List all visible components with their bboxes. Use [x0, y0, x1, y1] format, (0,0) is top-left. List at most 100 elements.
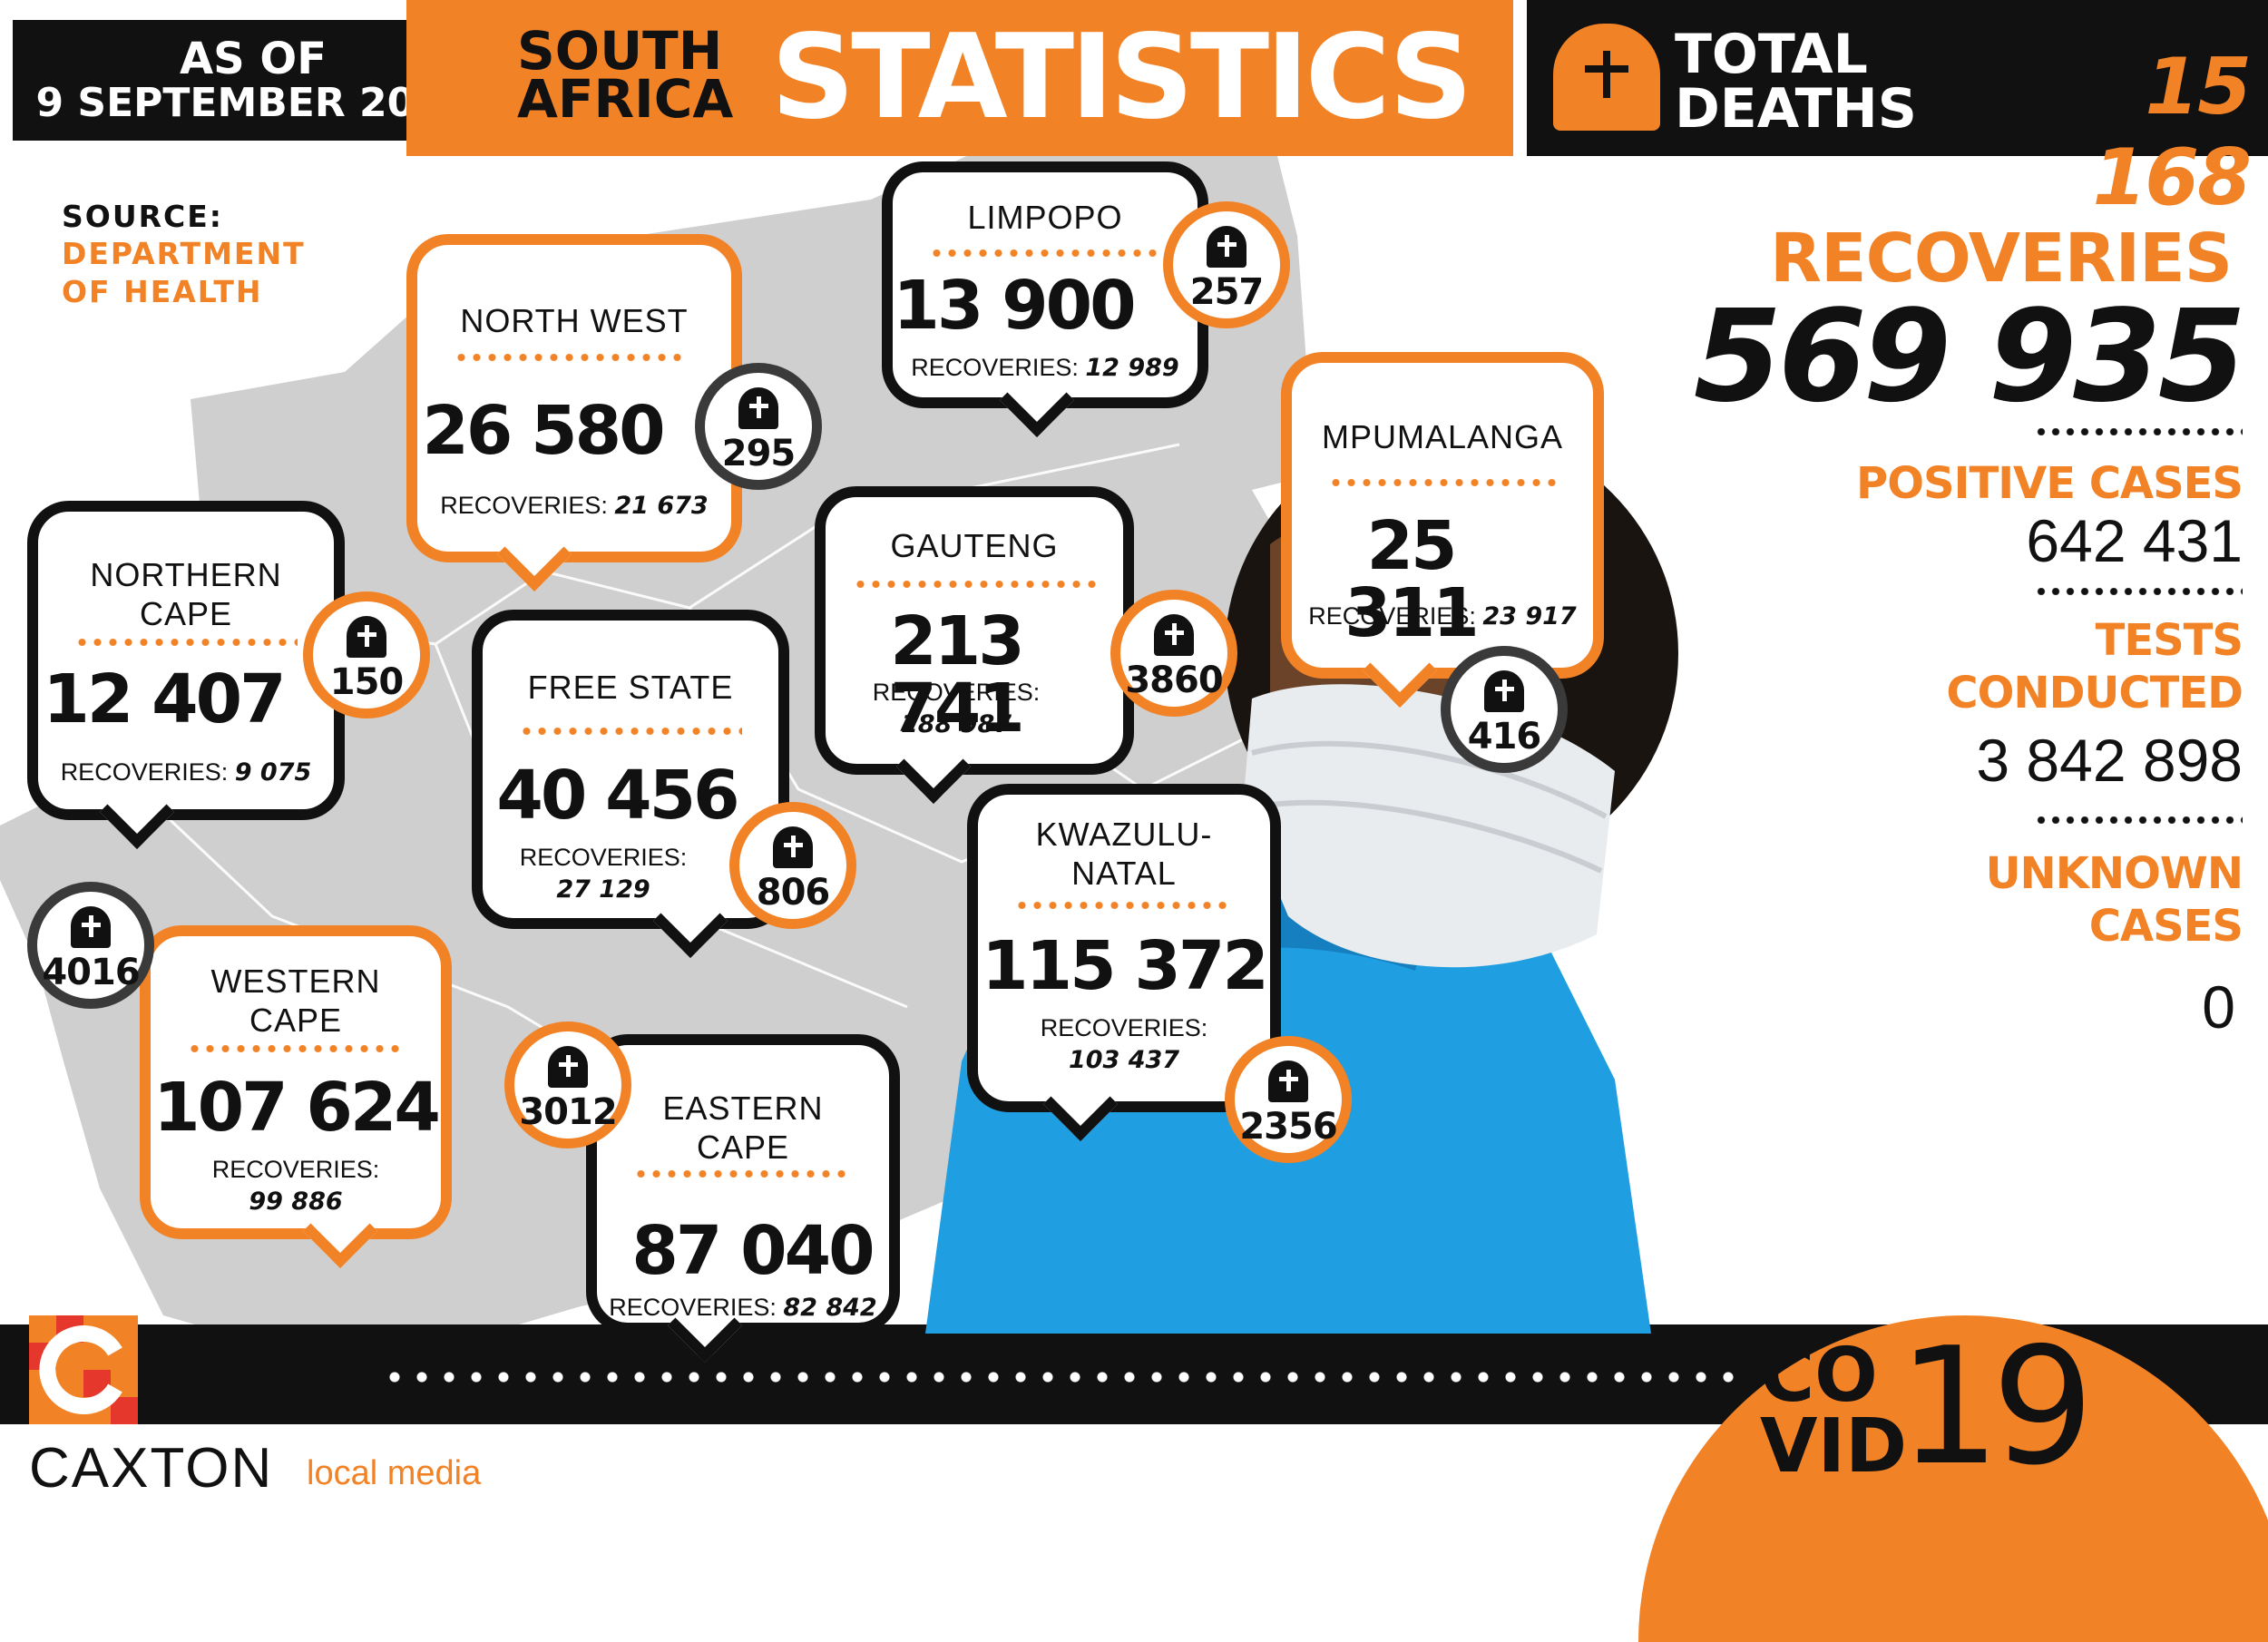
deaths-value: 416 — [1467, 716, 1542, 757]
province-cases: 12 407 — [43, 660, 286, 738]
province-bubble-kwazulu-natal: KWAZULU- NATAL 115 372 RECOVERIES: 103 4… — [967, 784, 1281, 1142]
divider-dots — [1328, 479, 1557, 486]
country-line1: SOUTH — [517, 20, 723, 82]
divider-dots — [2034, 428, 2243, 435]
tombstone-icon — [738, 387, 778, 429]
province-recoveries: RECOVERIES: 21 673 — [417, 490, 731, 522]
caxton-brand: CAXTON — [29, 1437, 274, 1500]
deaths-circle-limpopo: 257 — [1163, 201, 1290, 328]
province-name-line2: NATAL — [1071, 855, 1177, 893]
province-cases: 40 456 — [496, 757, 739, 835]
divider-dots — [633, 1170, 853, 1178]
covid-number: 19 — [1898, 1313, 2094, 1500]
recoveries-value: 188 987 — [900, 710, 1012, 739]
province-recoveries: RECOVERIES: 99 886 — [151, 1154, 441, 1217]
recoveries-label: RECOVERIES: — [60, 758, 229, 786]
deaths-value: 257 — [1189, 271, 1265, 313]
unknown-label-line2: CASES — [2088, 900, 2244, 952]
province-name: KWAZULU- NATAL — [978, 815, 1270, 893]
province-bubble-gauteng: GAUTENG 213 741 RECOVERIES: 188 987 — [815, 486, 1134, 805]
tombstone-icon — [1553, 24, 1660, 131]
province-recoveries: RECOVERIES: 188 987 — [826, 677, 1087, 740]
province-name-line1: WESTERN — [210, 963, 381, 1000]
positive-cases-label: POSITIVE CASES — [1856, 458, 2244, 509]
tombstone-icon — [71, 906, 111, 948]
province-name-line2: CAPE — [249, 1002, 343, 1040]
divider-dots — [929, 249, 1161, 257]
caxton-tagline: local media — [307, 1454, 482, 1492]
recoveries-label: RECOVERIES: — [519, 844, 688, 871]
covid-line2: VID — [1760, 1403, 1908, 1490]
province-name-line1: NORTHERN — [90, 556, 282, 593]
recoveries-label: RECOVERIES: — [872, 679, 1041, 706]
tests-label-line1: TESTS — [2095, 615, 2244, 666]
province-name: LIMPOPO — [967, 199, 1123, 236]
province-recoveries: RECOVERIES: 12 989 — [893, 352, 1198, 384]
province-recoveries: RECOVERIES: 82 842 — [597, 1292, 889, 1324]
title-banner — [406, 0, 1513, 156]
divider-dots — [519, 728, 742, 735]
province-name-line1: KWAZULU- — [1035, 816, 1213, 853]
recoveries-label: RECOVERIES: — [211, 1156, 380, 1183]
unknown-cases-label: UNKNOWN CASES — [1985, 848, 2244, 953]
province-bubble-north-west: NORTH WEST 26 580 RECOVERIES: 21 673 — [406, 234, 742, 592]
recoveries-label: RECOVERIES: — [440, 492, 608, 519]
tests-conducted-value: 3 842 898 — [1976, 727, 2243, 794]
recoveries-value: 23 917 — [1482, 602, 1577, 630]
tombstone-icon — [347, 616, 386, 658]
province-recoveries: RECOVERIES: 23 917 — [1292, 601, 1593, 632]
divider-dots — [74, 639, 298, 646]
recoveries-label: RECOVERIES: — [609, 1294, 777, 1321]
unknown-cases-value: 0 — [2202, 973, 2235, 1041]
total-deaths-label-line1: TOTAL — [1675, 23, 1868, 86]
divider-dots — [1014, 902, 1234, 909]
positive-cases-value: 642 431 — [2026, 507, 2243, 574]
tombstone-icon — [1154, 614, 1194, 656]
country-line2: AFRICA — [517, 68, 734, 131]
deaths-circle-kwazulu-natal: 2356 — [1225, 1036, 1352, 1163]
total-deaths-value: 15 168 — [2092, 42, 2252, 223]
source-note: SOURCE: DEPARTMENT OF HEALTH — [62, 198, 306, 310]
province-name: WESTERN CAPE — [151, 962, 441, 1040]
source-label: SOURCE: — [62, 199, 223, 234]
divider-dots — [187, 1045, 405, 1052]
recoveries-value: 9 075 — [234, 758, 312, 787]
deaths-circle-gauteng: 3860 — [1110, 590, 1237, 717]
province-bubble-northern-cape: NORTHERN CAPE 12 407 RECOVERIES: 9 075 — [27, 501, 345, 850]
province-bubble-eastern-cape: EASTERN CAPE 87 040 RECOVERIES: 82 842 — [586, 1034, 900, 1363]
as-of-label: AS OF — [179, 34, 327, 85]
divider-dots — [2034, 816, 2243, 824]
province-cases: 25 311 — [1344, 507, 1479, 652]
province-name: NORTH WEST — [460, 302, 689, 339]
deaths-value: 4016 — [42, 952, 140, 993]
deaths-value: 2356 — [1239, 1106, 1337, 1148]
covid-line1: CO — [1760, 1333, 1878, 1419]
deaths-circle-western-cape: 4016 — [27, 882, 154, 1009]
recoveries-value: 569 935 — [1693, 283, 2246, 431]
unknown-label-line1: UNKNOWN — [1985, 848, 2244, 899]
divider-dots — [2034, 588, 2243, 595]
divider-dots — [454, 354, 686, 361]
tombstone-icon — [773, 826, 813, 868]
tombstone-icon — [1484, 670, 1524, 712]
province-name: NORTHERN CAPE — [38, 555, 334, 633]
province-bubble-mpumalanga: MPUMALANGA 25 311 RECOVERIES: 23 917 — [1281, 352, 1604, 709]
source-line1: DEPARTMENT — [62, 236, 306, 272]
deaths-value: 3012 — [519, 1091, 617, 1133]
caxton-logo-icon — [29, 1315, 138, 1424]
recoveries-value: 103 437 — [1068, 1046, 1180, 1075]
province-cases: 213 741 — [890, 602, 1024, 748]
province-cases: 107 624 — [153, 1069, 441, 1147]
province-name: MPUMALANGA — [1321, 418, 1564, 455]
tests-label-line2: CONDUCTED — [1946, 667, 2244, 718]
strip-dots — [381, 1372, 1742, 1383]
province-bubble-western-cape: WESTERN CAPE 107 624 RECOVERIES: 99 886 — [140, 925, 452, 1269]
recoveries-label: RECOVERIES: — [911, 354, 1079, 381]
province-name-line1: EASTERN — [662, 1090, 824, 1127]
deaths-circle-northern-cape: 150 — [303, 591, 430, 718]
province-name-line2: CAPE — [696, 1129, 790, 1167]
recoveries-value: 12 989 — [1085, 354, 1179, 382]
country-label: SOUTH AFRICA — [517, 20, 771, 131]
province-name: FREE STATE — [527, 669, 734, 706]
recoveries-value: 99 886 — [249, 1188, 343, 1217]
